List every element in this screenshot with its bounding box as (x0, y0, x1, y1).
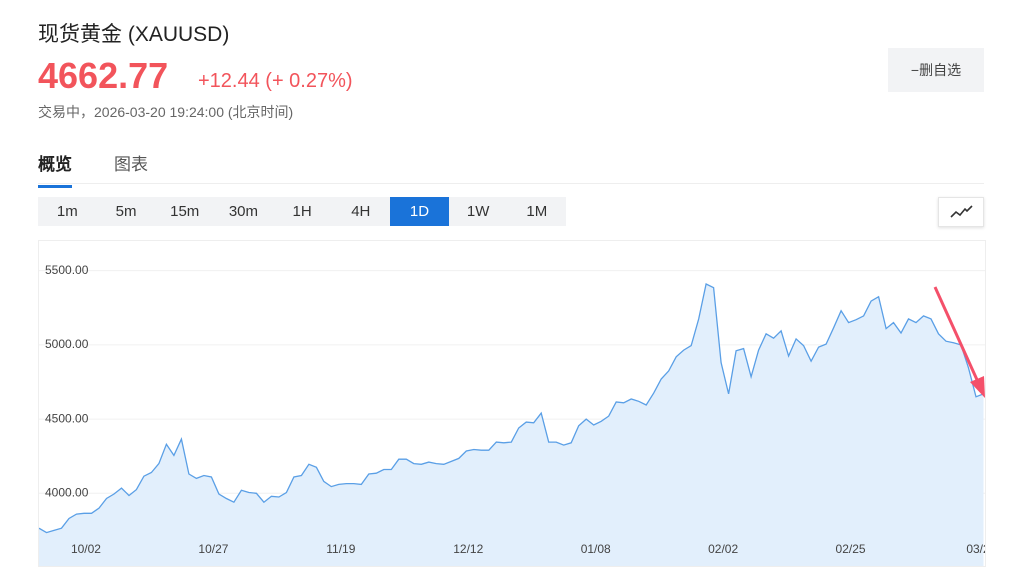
x-tick-label: 11/19 (326, 542, 355, 556)
interval-selector: 1m 5m 15m 30m 1H 4H 1D 1W 1M (38, 197, 567, 226)
remove-watchlist-button[interactable]: −删自选 (888, 48, 984, 92)
interval-button[interactable]: 1D (390, 197, 449, 226)
y-tick-label: 4500.00 (45, 411, 89, 425)
x-tick-label: 02/25 (836, 542, 866, 556)
x-tick-label: 01/08 (581, 542, 611, 556)
interval-button[interactable]: 1W (466, 203, 490, 220)
x-tick-label: 10/02 (71, 542, 101, 556)
price-line (39, 283, 984, 534)
x-tick-label: 10/27 (198, 542, 228, 556)
title: 现货黄金 (XAUUSD) (38, 23, 230, 46)
interval-button[interactable]: 1m (56, 203, 78, 220)
chart-type-button[interactable] (938, 197, 984, 227)
interval-button[interactable]: 15m (170, 203, 200, 220)
tabs: 概览 图表 (38, 150, 148, 188)
y-tick-label: 5000.00 (45, 337, 89, 351)
price-change: +12.44 (+ 0.27%) (198, 70, 353, 92)
interval-button[interactable]: 5m (115, 203, 137, 220)
x-tick-label: 02/02 (708, 542, 738, 556)
tab[interactable]: 图表 (114, 155, 148, 174)
chart: 4000.00 4500.00 5000.00 5500.00 10/02 10/27 11… (38, 240, 986, 567)
interval-button[interactable]: 30m (228, 203, 258, 220)
price: 4662.77 (38, 55, 169, 96)
status: 交易中，2026-03-20 19:24:00 (北京时间) (38, 104, 294, 120)
divider (38, 183, 984, 184)
tab[interactable]: 概览 (38, 150, 72, 188)
x-tick-label: 12/12 (453, 542, 483, 556)
interval-button[interactable]: 1H (292, 203, 312, 220)
y-tick-label: 4000.00 (45, 485, 89, 499)
y-tick-label: 5500.00 (45, 263, 89, 277)
interval-button[interactable]: 1M (526, 203, 548, 220)
area-fill (39, 284, 984, 566)
interval-button[interactable]: 4H (351, 203, 371, 220)
x-tick-label: 03/2 (966, 542, 986, 556)
